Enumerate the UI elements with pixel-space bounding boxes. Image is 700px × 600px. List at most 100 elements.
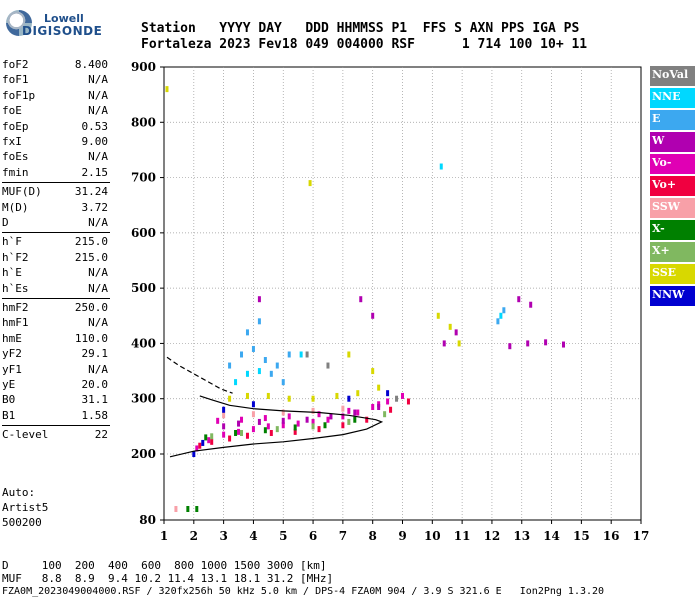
param-row-b1: B1 1.58	[2, 409, 108, 423]
param-value: N/A	[88, 362, 108, 376]
echo-point-sse	[448, 323, 452, 330]
legend-item-e: E	[650, 110, 695, 130]
auto-label: Auto:	[2, 486, 36, 499]
y-tick-label: 500	[131, 281, 156, 295]
param-row-h-es: h`Es N/A	[2, 282, 108, 296]
echo-point-vo-	[195, 445, 199, 452]
y-tick-label: 200	[131, 447, 156, 461]
echo-point-vo-	[263, 415, 267, 422]
echo-point-w	[526, 340, 530, 347]
param-value: 9.00	[81, 135, 109, 148]
echo-point-nnw	[251, 401, 255, 408]
param-row-fof2: foF2 8.400	[2, 58, 108, 72]
echo-point-x-	[195, 506, 199, 512]
y-tick-label: 80	[139, 513, 156, 527]
x-tick-label: 16	[603, 529, 620, 543]
echo-point-vo-	[207, 437, 211, 444]
echo-point-vo-	[228, 435, 232, 442]
echo-point-w	[222, 423, 226, 430]
y-tick-label: 900	[131, 60, 156, 74]
echo-point-w	[371, 312, 375, 319]
echo-point-w	[561, 341, 565, 348]
param-name: hmF2	[2, 301, 29, 314]
param-name: B0	[2, 393, 16, 407]
echo-point-vo-	[365, 416, 369, 423]
param-name: foF2	[2, 58, 29, 71]
param-name: foF1p	[2, 88, 36, 102]
param-row-ye: yE 20.0	[2, 378, 108, 392]
echo-point-x-	[323, 422, 327, 429]
echo-point-e	[240, 351, 244, 358]
echo-point-nne	[234, 379, 238, 386]
echo-point-x-	[234, 429, 238, 436]
param-name: h`Es	[2, 281, 29, 295]
param-value: 8.400	[74, 58, 108, 71]
echo-point-vo-	[317, 411, 321, 418]
param-value: N/A	[88, 316, 108, 330]
param-value: 250.0	[74, 301, 108, 314]
echo-point-w	[237, 420, 241, 427]
x-tick-label: 5	[279, 529, 287, 543]
echo-point-sse	[377, 384, 381, 391]
echo-point-ssw	[311, 407, 315, 414]
param-name: C-level	[2, 428, 49, 442]
param-row-h-f: h`F 215.0	[2, 235, 108, 249]
echo-point-vo-	[269, 429, 273, 436]
echo-point-nnw	[386, 390, 390, 397]
param-divider	[2, 298, 110, 299]
param-row-b0: B0 31.1	[2, 393, 108, 407]
echo-point-e	[496, 318, 500, 325]
echo-point-ssw	[341, 405, 345, 412]
x-tick-label: 9	[398, 529, 406, 543]
echo-point-vo-	[281, 422, 285, 429]
param-row-foes: foEs N/A	[2, 150, 108, 164]
echo-point-vo-	[341, 422, 345, 429]
echo-point-sse	[287, 395, 291, 402]
param-row-d: D N/A	[2, 216, 108, 230]
echo-point-sse	[356, 390, 360, 397]
param-value: N/A	[88, 266, 108, 280]
param-value: 215.0	[74, 235, 108, 249]
param-row-h-e: h`E N/A	[2, 266, 108, 280]
echo-point-sse	[457, 340, 461, 347]
echo-point-sse	[308, 180, 312, 187]
param-value: 110.0	[74, 331, 108, 345]
param-value: 1.58	[81, 408, 109, 422]
polarization-legend: NoVal NNE E W Vo- Vo+ SSW X- X+ SSE NNW	[650, 66, 695, 308]
echo-point-ssw	[174, 506, 178, 512]
echo-point-vo-	[245, 432, 249, 439]
echo-point-w	[257, 296, 261, 303]
param-divider	[2, 425, 110, 427]
echo-point-e	[275, 362, 279, 369]
x-tick-label: 14	[543, 529, 560, 543]
param-value: 22	[94, 428, 108, 442]
echo-point-w	[257, 418, 261, 425]
param-row-m-d-: M(D) 3.72	[2, 201, 108, 215]
param-name: fxI	[2, 135, 22, 148]
echo-point-vo-	[341, 413, 345, 420]
y-tick-label: 300	[131, 392, 156, 406]
echo-point-nne	[499, 312, 503, 319]
param-name: foEs	[2, 150, 29, 164]
echo-point-nne	[257, 368, 261, 375]
param-row-fof1: foF1 N/A	[2, 73, 108, 87]
echo-point-e	[257, 318, 261, 325]
echo-point-x-	[293, 424, 297, 431]
x-tick-label: 12	[484, 529, 501, 543]
param-row-fof1p: foF1p N/A	[2, 89, 108, 103]
echo-point-e	[251, 345, 255, 352]
param-name: h`F	[2, 235, 22, 249]
x-tick-label: 15	[573, 529, 590, 543]
echo-point-noval	[305, 351, 309, 358]
x-tick-label: 4	[249, 529, 257, 543]
digisonde-logo: Lowell DIGISONDE	[4, 6, 104, 40]
echo-point-ssw	[222, 412, 226, 419]
echo-point-w	[281, 417, 285, 424]
echo-point-x-	[353, 416, 357, 423]
param-row-hme: hmE 110.0	[2, 332, 108, 346]
echo-point-e	[263, 357, 267, 364]
param-row-foep: foEp 0.53	[2, 120, 108, 134]
distance-row: D 100 200 400 600 800 1000 1500 3000 [km…	[2, 559, 327, 572]
echo-point-ssw	[281, 409, 285, 416]
